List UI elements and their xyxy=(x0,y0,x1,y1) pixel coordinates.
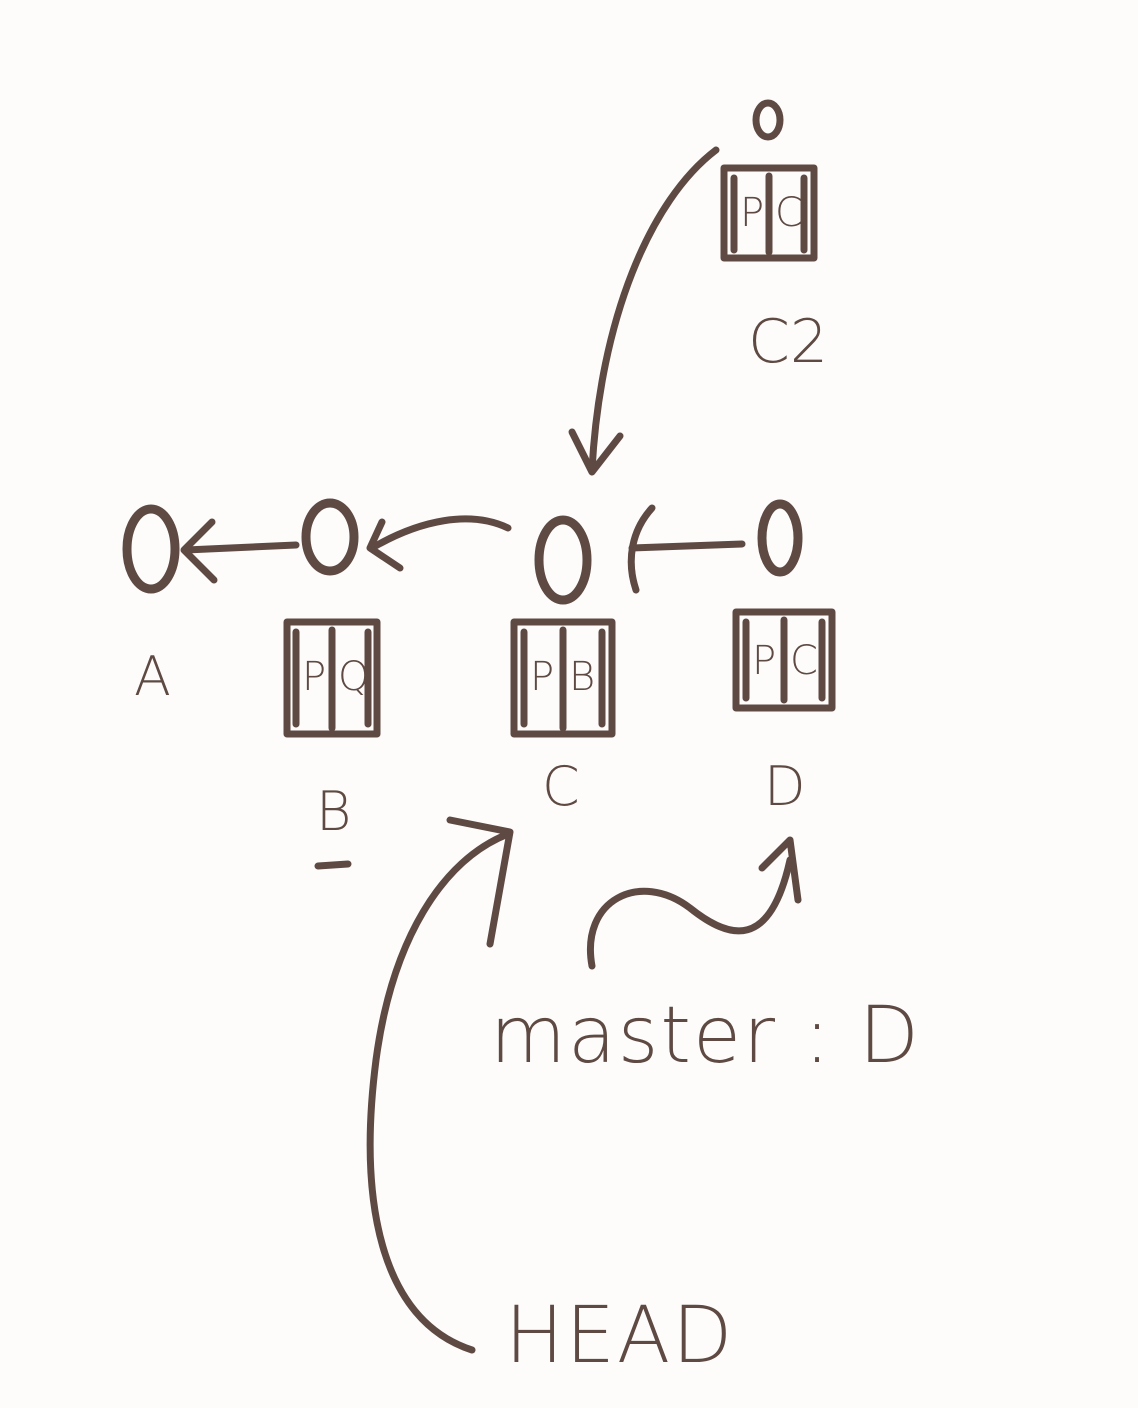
commit-c2-tree: P C xyxy=(720,164,818,262)
head-ref-label: HEAD xyxy=(505,1291,734,1381)
commit-b-node xyxy=(301,498,359,576)
commit-c: P B C xyxy=(510,515,616,818)
head-ref-arrowhead xyxy=(446,816,514,948)
arrow-c-to-b xyxy=(366,515,512,572)
arrow-b-to-a xyxy=(180,518,300,584)
commit-a-node xyxy=(122,504,180,594)
head-ref-arrow xyxy=(366,830,512,1354)
commit-c-label: C xyxy=(542,755,580,818)
arrow-d-to-c xyxy=(627,504,746,594)
commit-c2-label: C2 xyxy=(748,307,828,377)
commit-c-tree-cell-0: P xyxy=(530,654,554,700)
commit-b-tree-cell-0: P xyxy=(302,654,326,700)
commit-a-label: A xyxy=(134,645,171,708)
master-ref-arrow xyxy=(587,856,794,970)
commit-b-tree: P Q xyxy=(283,618,381,738)
c2-parent-arrow xyxy=(568,146,720,476)
commit-c2-tree-cell-1: C xyxy=(775,190,803,236)
commit-b-tree-cell-1: Q xyxy=(338,654,369,700)
commit-b-label: B xyxy=(316,780,351,843)
commit-b: P Q B xyxy=(283,498,381,870)
commit-b-underline xyxy=(314,860,352,870)
commit-c-tree: P B xyxy=(510,618,616,738)
commit-d-tree-cell-1: C xyxy=(790,638,818,684)
commit-c2-node xyxy=(752,99,784,141)
commit-c2-tree-box xyxy=(720,164,818,262)
commit-c2-tree-cell-0: P xyxy=(740,190,764,236)
commit-a: A xyxy=(122,504,180,708)
master-ref-label: master : D xyxy=(490,991,921,1081)
commit-d-label: D xyxy=(764,755,806,818)
head-ref: HEAD xyxy=(366,816,734,1381)
commit-c2: P C C2 xyxy=(720,99,828,377)
commit-d: P C D xyxy=(732,499,836,818)
commit-d-tree: P C xyxy=(732,608,836,712)
commit-d-node xyxy=(757,499,803,577)
master-ref-arrowhead xyxy=(758,836,802,904)
master-ref: master : D xyxy=(490,836,921,1081)
commit-c-node xyxy=(534,515,592,605)
commit-b-tree-box xyxy=(283,618,381,738)
commit-d-tree-cell-0: P xyxy=(752,638,776,684)
commit-c-tree-box xyxy=(510,618,616,738)
commit-c-tree-cell-1: B xyxy=(569,654,595,700)
commit-d-tree-box xyxy=(732,608,836,712)
